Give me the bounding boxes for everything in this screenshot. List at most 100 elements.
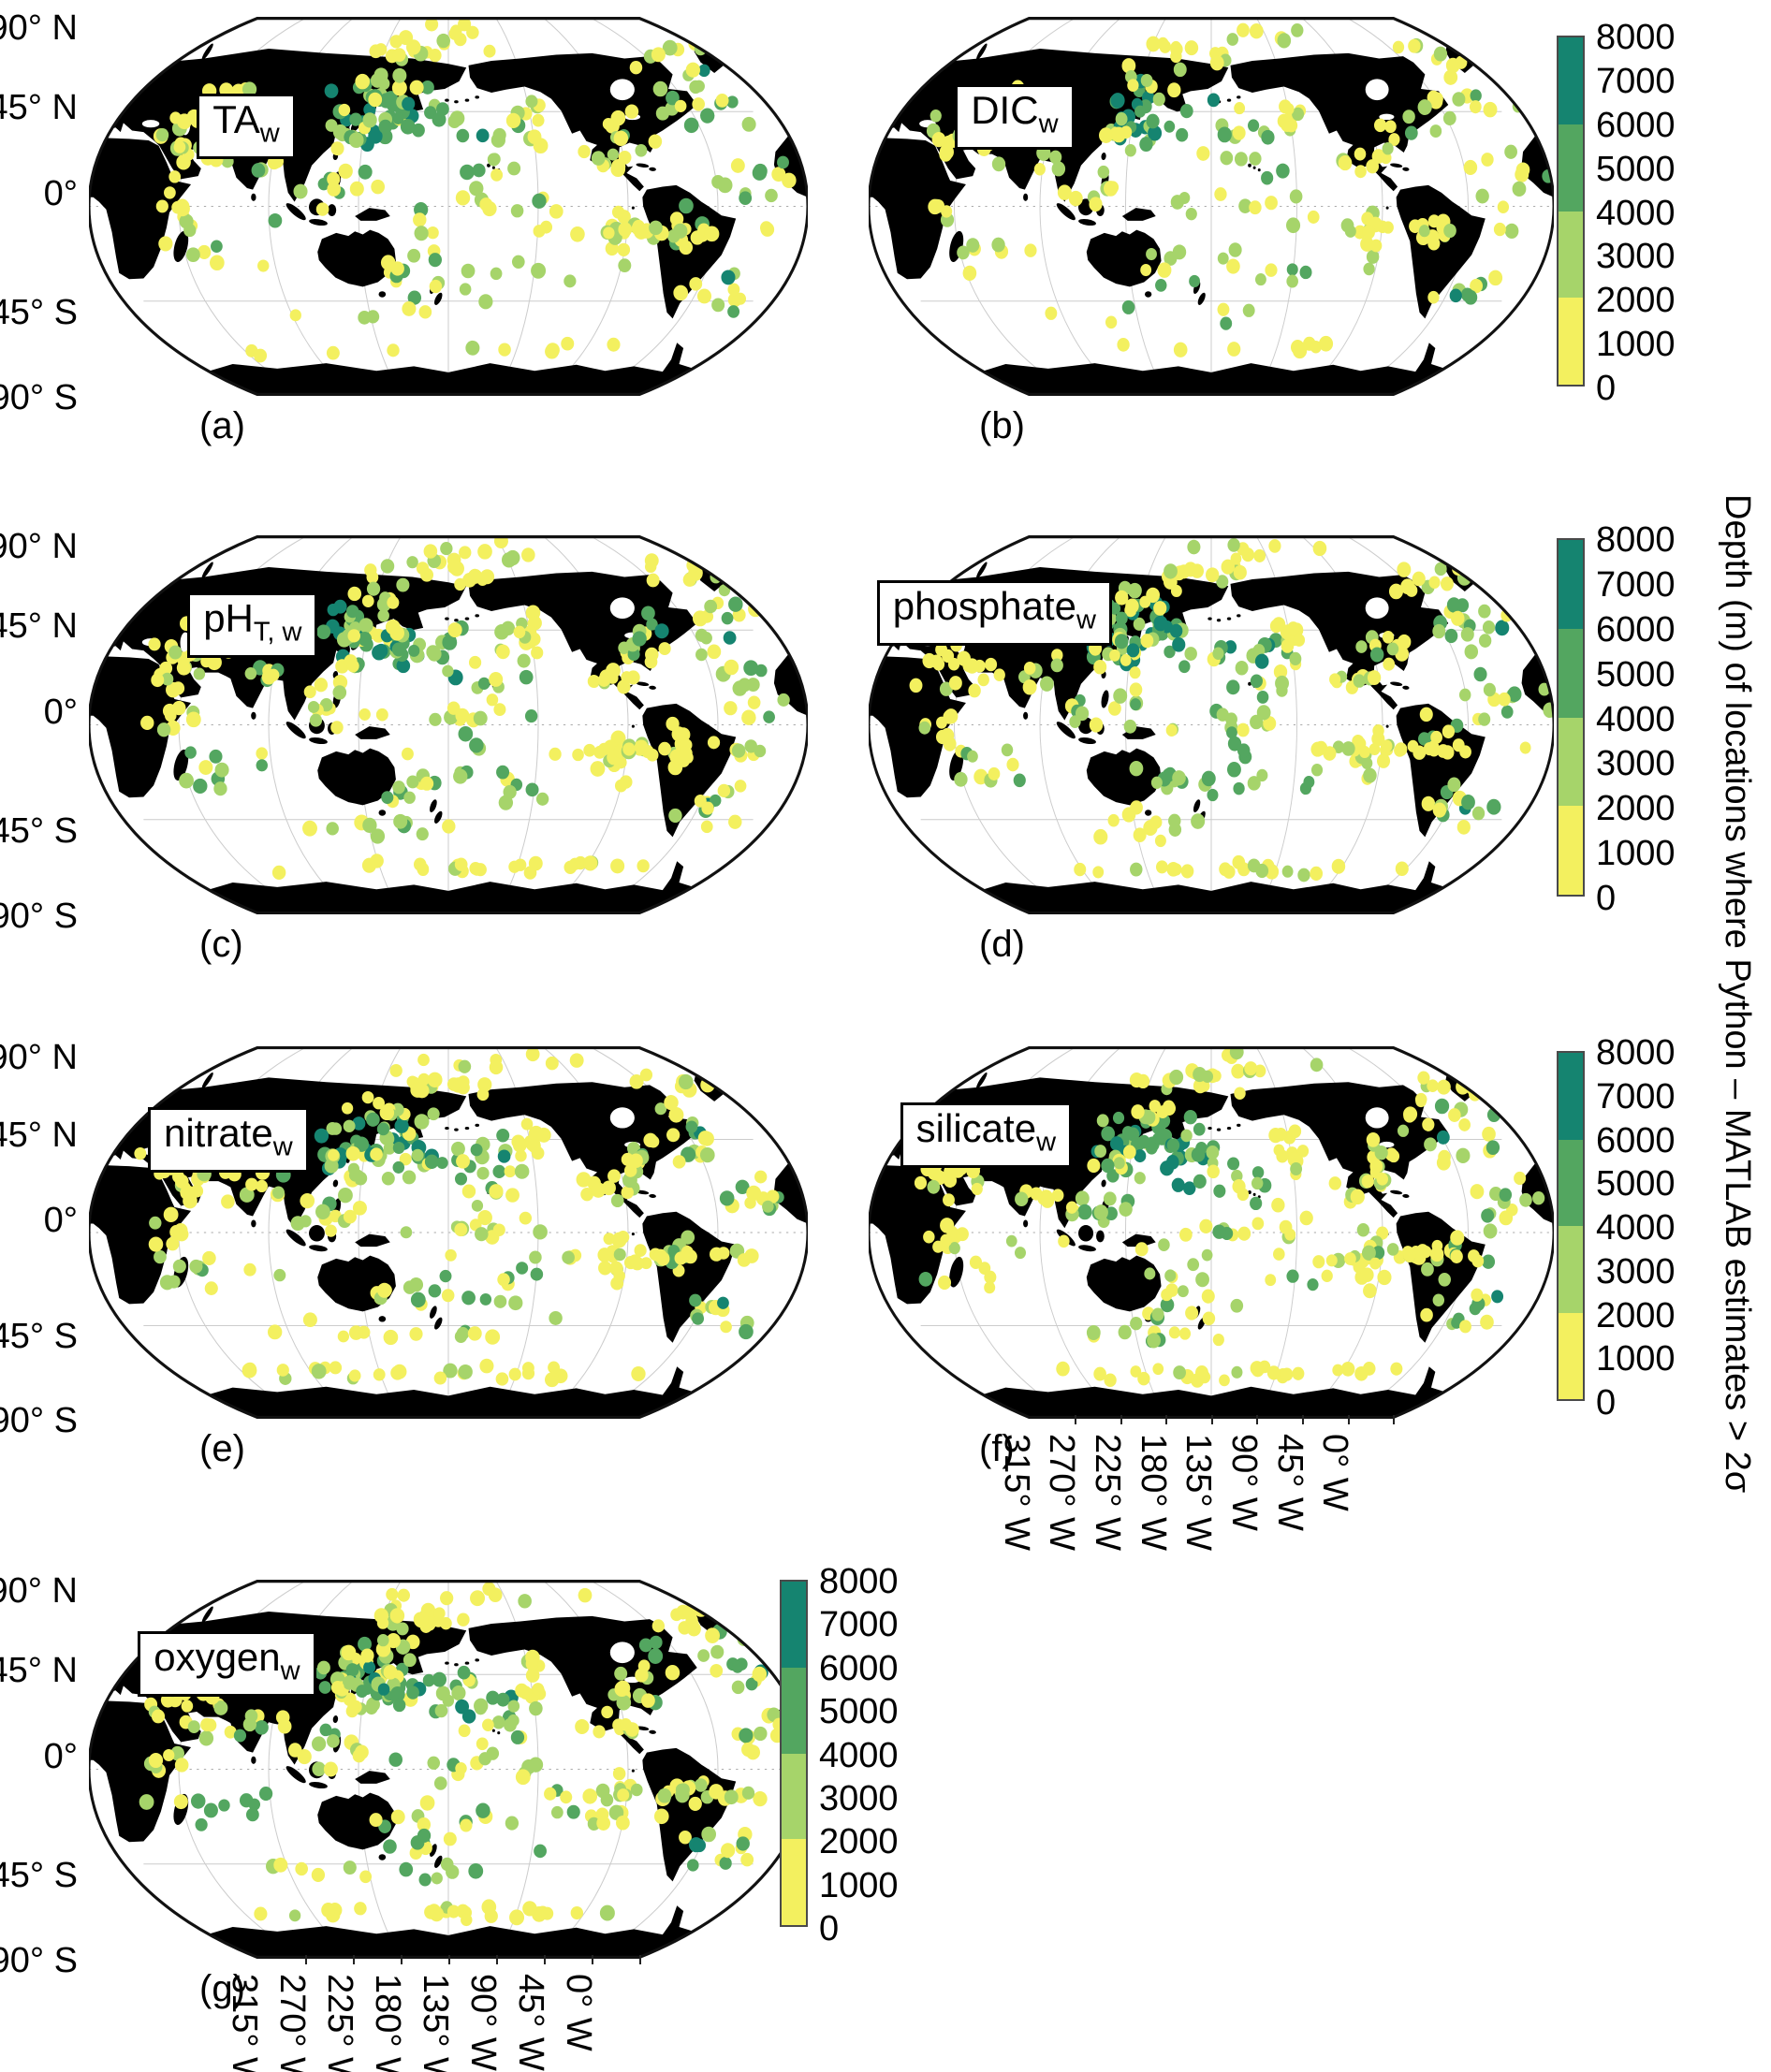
lon-tick-label: 0° W <box>559 1974 598 2051</box>
panel-b-dic-map: DICw <box>869 17 1554 396</box>
variable-subscript: w <box>280 1656 300 1686</box>
colorbar-band <box>782 1667 806 1754</box>
variable-name: DIC <box>971 88 1039 133</box>
map-variable-label: oxygenw <box>138 1631 316 1697</box>
map-clipped-content <box>869 18 1554 395</box>
lon-tick-mark <box>1210 1415 1213 1424</box>
lon-tick-label: 45° W <box>1269 1434 1310 1531</box>
lat-tick-label: 90° N <box>0 1037 78 1077</box>
lon-tick-mark <box>543 1955 546 1964</box>
variable-name: oxygen <box>154 1635 281 1680</box>
colorbar-tick-label: 0 <box>819 1909 840 1948</box>
lon-tick-mark <box>495 1955 498 1964</box>
colorbar-tick-label: 5000 <box>1596 1164 1676 1204</box>
colorbar-tick-label: 5000 <box>819 1692 899 1732</box>
lon-tick-mark <box>1120 1415 1122 1424</box>
map-variable-label: TAw <box>197 93 296 159</box>
colorbar-tick-label: 2000 <box>1596 789 1676 829</box>
lat-tick-label: 45° N <box>0 1651 78 1691</box>
lat-tick-label: 0° <box>43 692 78 732</box>
panel-f-silicate-map: silicatew <box>869 1046 1554 1419</box>
colorbar-band <box>1559 124 1583 212</box>
scatter-dots <box>909 537 1554 883</box>
panel-letter: (f) <box>979 1428 1015 1469</box>
colorbar-band <box>782 1753 806 1840</box>
lon-tick-mark <box>1347 1415 1350 1424</box>
lat-tick-label: 0° <box>43 173 78 213</box>
map-outline <box>869 535 1554 914</box>
map-outline <box>89 17 808 396</box>
panel-letter: (b) <box>979 405 1025 446</box>
lon-tick-label: 45° W <box>510 1974 550 2071</box>
variable-subscript: w <box>259 118 280 149</box>
lat-tick-label: 45° S <box>0 1855 78 1895</box>
lon-tick-mark <box>400 1955 402 1964</box>
panel-letter: (e) <box>199 1428 245 1469</box>
lon-tick-label: 270° W <box>1042 1434 1082 1552</box>
colorbar-band <box>782 1582 806 1668</box>
lon-tick-mark <box>1393 1415 1396 1424</box>
map-outline <box>89 535 808 914</box>
colorbar-band <box>1559 540 1583 629</box>
lon-tick-label: 90° W <box>462 1974 503 2071</box>
colorbar-band <box>1559 298 1583 385</box>
map-variable-label: phosphatew <box>876 580 1112 646</box>
colorbar-tick-label: 3000 <box>1596 744 1676 784</box>
scatter-dots <box>139 1582 808 1927</box>
colorbar-tick-label: 4000 <box>1596 193 1676 233</box>
variable-subscript: T, w <box>253 617 302 648</box>
colorbar-tick-label: 8000 <box>1596 1033 1676 1072</box>
colorbar-tick-label: 5000 <box>1596 149 1676 189</box>
lon-tick-mark <box>1301 1415 1304 1424</box>
colorbar-tick-label: 5000 <box>1596 654 1676 694</box>
colorbar-tick-label: 2000 <box>1596 281 1676 321</box>
world-map-svg <box>89 17 808 396</box>
panel-a-ta-map: TAw <box>89 17 808 396</box>
map-variable-label: DICw <box>955 84 1075 150</box>
colorbar-tick-label: 1000 <box>1596 1339 1676 1379</box>
world-map-svg <box>89 1046 808 1419</box>
colorbar-tick-label: 2000 <box>1596 1295 1676 1335</box>
colorbar <box>780 1580 808 1927</box>
lon-tick-mark <box>447 1955 450 1964</box>
colorbar-band <box>1559 1226 1583 1313</box>
lon-tick-label: 90° W <box>1224 1434 1265 1531</box>
lon-tick-label: 270° W <box>271 1974 312 2072</box>
colorbar-tick-label: 2000 <box>819 1822 899 1862</box>
panel-c-ph-map: pHT, w <box>89 535 808 914</box>
colorbar-tick-label: 0 <box>1596 1383 1617 1423</box>
lon-tick-mark <box>638 1955 641 1964</box>
colorbar-tick-label: 4000 <box>1596 1208 1676 1248</box>
variable-subscript: w <box>1038 109 1059 139</box>
lat-tick-label: 45° S <box>0 1317 78 1357</box>
lon-tick-mark <box>1256 1415 1259 1424</box>
panel-e-nitrate-map: nitratew <box>89 1046 808 1419</box>
lon-tick-mark <box>1165 1415 1168 1424</box>
lon-tick-mark <box>352 1955 355 1964</box>
colorbar-tick-label: 3000 <box>1596 237 1676 277</box>
lat-tick-label: 90° S <box>0 1400 78 1440</box>
panel-letter: (c) <box>199 924 243 965</box>
colorbar-band <box>1559 806 1583 895</box>
colorbar-tick-label: 8000 <box>1596 18 1676 57</box>
variable-name: pH <box>203 596 254 641</box>
map-outline <box>869 17 1554 396</box>
colorbar-tick-label: 3000 <box>819 1778 899 1818</box>
panel-letter: (a) <box>199 405 245 446</box>
map-variable-label: nitratew <box>147 1106 309 1173</box>
lon-tick-mark <box>304 1955 307 1964</box>
lat-tick-label: 45° N <box>0 606 78 647</box>
lat-tick-label: 0° <box>43 1200 78 1240</box>
colorbar-tick-label: 8000 <box>819 1562 899 1601</box>
lon-tick-label: 225° W <box>319 1974 359 2072</box>
colorbar-tick-label: 0 <box>1596 879 1617 918</box>
colorbar-tick-label: 0 <box>1596 369 1617 408</box>
colorbar-tick-label: 7000 <box>819 1605 899 1645</box>
panel-letter: (g) <box>199 1968 245 2009</box>
panel-letter: (d) <box>979 924 1025 965</box>
colorbar-tick-label: 1000 <box>1596 834 1676 874</box>
lat-tick-label: 45° N <box>0 88 78 128</box>
colorbar-band <box>782 1839 806 1925</box>
variable-subscript: w <box>1076 605 1096 635</box>
lat-tick-label: 45° N <box>0 1116 78 1156</box>
